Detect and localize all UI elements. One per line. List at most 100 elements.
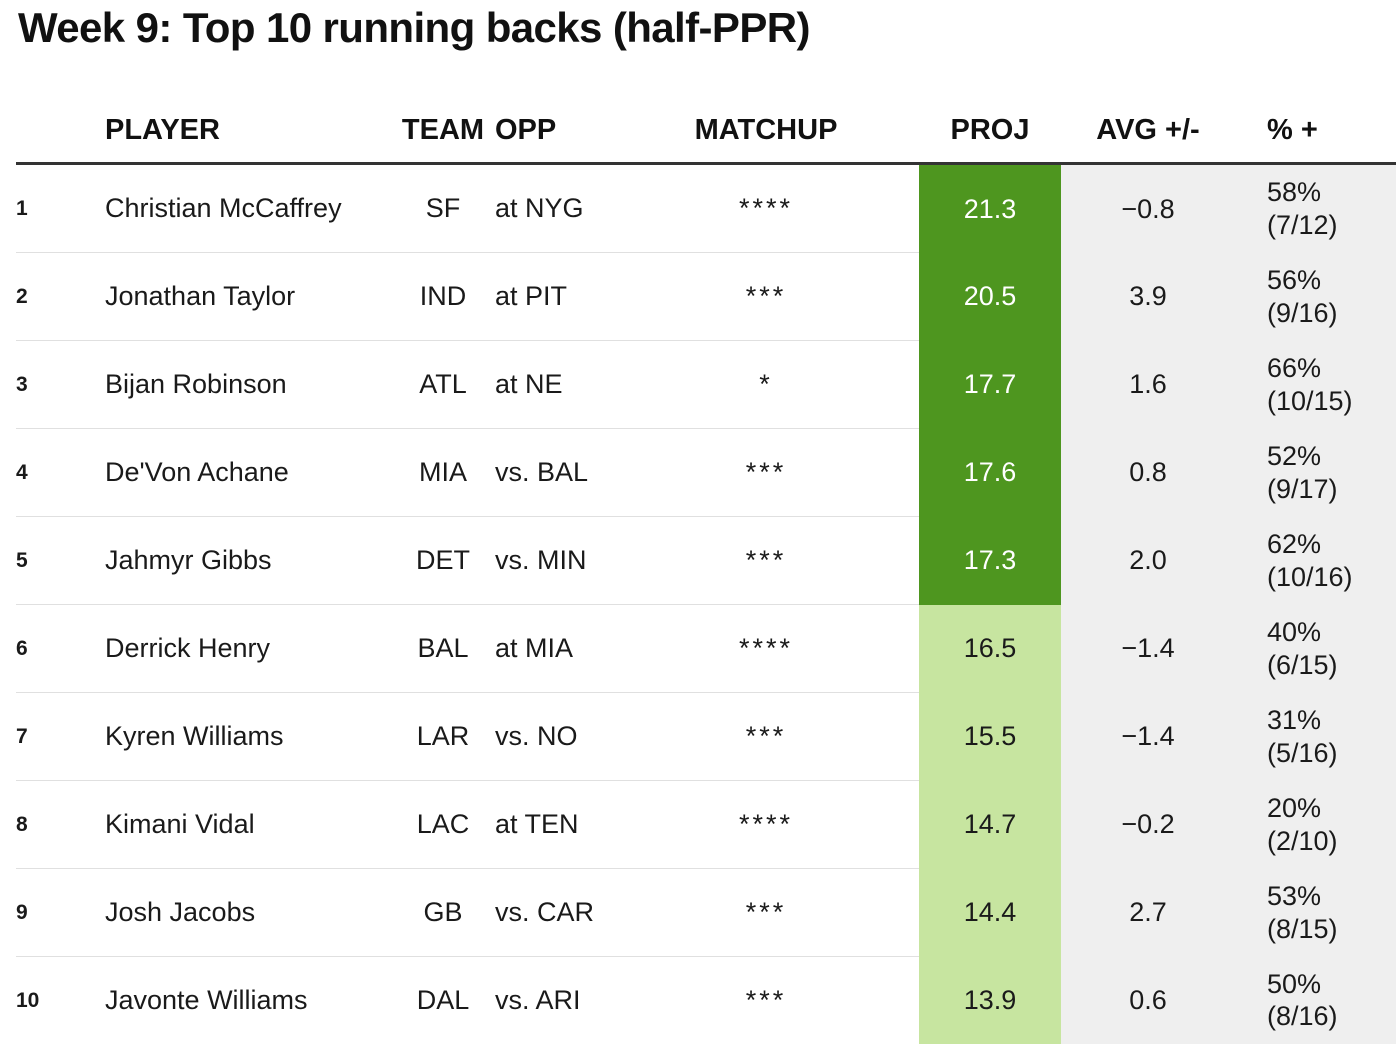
avg-diff-cell: 0.8 — [1061, 428, 1235, 517]
table-row: 9 Josh Jacobs GB vs. CAR *** 14.4 2.7 53% (8/15) — [16, 868, 1396, 957]
opponent-cell: vs. CAR — [495, 868, 653, 957]
team-cell: LAC — [391, 780, 495, 869]
pct-detail: (8/16) — [1267, 1001, 1338, 1032]
header-avg[interactable]: AVG +/- — [1061, 98, 1235, 165]
player-name: Jonathan Taylor — [105, 252, 391, 341]
matchup-rating: **** — [653, 780, 919, 869]
pct-detail: (2/10) — [1267, 825, 1338, 856]
pct-detail: (5/16) — [1267, 737, 1338, 768]
opponent-cell: at TEN — [495, 780, 653, 869]
avg-diff-cell: −0.8 — [1061, 163, 1235, 253]
pct-value: 56% — [1267, 265, 1322, 296]
pct-detail: (6/15) — [1267, 649, 1338, 680]
avg-diff-cell: 0.6 — [1061, 956, 1235, 1044]
pct-value: 50% — [1267, 968, 1322, 999]
table-row: 8 Kimani Vidal LAC at TEN **** 14.7 −0.2 20% (2/… — [16, 780, 1396, 869]
header-opp[interactable]: OPP — [495, 98, 653, 165]
team-cell: BAL — [391, 604, 495, 693]
avg-diff-cell: −0.2 — [1061, 780, 1235, 869]
team-cell: LAR — [391, 692, 495, 781]
table-row: 2 Jonathan Taylor IND at PIT *** 20.5 3.9 56% (9… — [16, 252, 1396, 341]
matchup-rating: **** — [653, 604, 919, 693]
pct-value: 66% — [1267, 353, 1322, 384]
pct-value: 52% — [1267, 441, 1322, 472]
team-cell: MIA — [391, 428, 495, 517]
projection-cell: 21.3 — [919, 163, 1061, 253]
avg-diff-cell: −1.4 — [1061, 692, 1235, 781]
matchup-rating: *** — [653, 868, 919, 957]
pct-detail: (8/15) — [1267, 913, 1338, 944]
table-row: 7 Kyren Williams LAR vs. NO *** 15.5 −1.4 31% (5… — [16, 692, 1396, 781]
player-name: Bijan Robinson — [105, 340, 391, 429]
rank-cell: 9 — [16, 868, 105, 957]
avg-diff-cell: 1.6 — [1061, 340, 1235, 429]
avg-diff-cell: −1.4 — [1061, 604, 1235, 693]
opponent-cell: at PIT — [495, 252, 653, 341]
player-name: Kimani Vidal — [105, 780, 391, 869]
rank-cell: 4 — [16, 428, 105, 517]
pct-value: 40% — [1267, 617, 1322, 648]
header-matchup[interactable]: MATCHUP — [653, 98, 919, 165]
projection-cell: 17.3 — [919, 516, 1061, 605]
pct-value: 20% — [1267, 793, 1322, 824]
team-cell: IND — [391, 252, 495, 341]
projection-cell: 14.7 — [919, 780, 1061, 869]
rank-cell: 8 — [16, 780, 105, 869]
avg-diff-cell: 3.9 — [1061, 252, 1235, 341]
pct-detail: (9/17) — [1267, 473, 1338, 504]
projection-cell: 17.7 — [919, 340, 1061, 429]
opponent-cell: vs. NO — [495, 692, 653, 781]
pct-cell: 52% (9/17) — [1235, 428, 1396, 517]
matchup-rating: **** — [653, 163, 919, 253]
rank-cell: 3 — [16, 340, 105, 429]
pct-cell: 53% (8/15) — [1235, 868, 1396, 957]
pct-cell: 31% (5/16) — [1235, 692, 1396, 781]
rank-cell: 10 — [16, 988, 40, 1012]
header-player[interactable]: PLAYER — [105, 98, 391, 165]
avg-diff-cell: 2.7 — [1061, 868, 1235, 957]
opponent-cell: at NYG — [495, 163, 653, 253]
header-row: PLAYER TEAM OPP MATCHUP PROJ AVG +/- % + — [16, 98, 1396, 165]
rank-cell: 1 — [16, 163, 105, 253]
pct-cell: 58% (7/12) — [1235, 163, 1396, 253]
matchup-rating: *** — [745, 985, 787, 1016]
opponent-cell: at NE — [495, 340, 653, 429]
table-row: 10 Javonte Williams DAL vs. ARI *** 13.9 0.6 50… — [16, 956, 1396, 1044]
projection-cell: 17.6 — [919, 428, 1061, 517]
table-row: 4 De'Von Achane MIA vs. BAL *** 17.6 0.8 52% (9/… — [16, 428, 1396, 517]
pct-cell: 20% (2/10) — [1235, 780, 1396, 869]
pct-cell: 50% (8/16) — [1235, 956, 1396, 1044]
matchup-rating: *** — [653, 252, 919, 341]
pct-value: 62% — [1267, 529, 1322, 560]
header-team[interactable]: TEAM — [391, 98, 495, 165]
pct-cell: 66% (10/15) — [1235, 340, 1396, 429]
header-proj[interactable]: PROJ — [919, 98, 1061, 165]
rank-cell: 7 — [16, 692, 105, 781]
pct-detail: (10/16) — [1267, 561, 1353, 592]
player-name: Javonte Williams — [105, 985, 308, 1016]
opponent-cell: vs. MIN — [495, 516, 653, 605]
opponent-cell: vs. ARI — [495, 985, 581, 1016]
pct-detail: (9/16) — [1267, 297, 1338, 328]
matchup-rating: *** — [653, 692, 919, 781]
rank-cell: 5 — [16, 516, 105, 605]
table-row: 3 Bijan Robinson ATL at NE * 17.7 1.6 66% (10/15… — [16, 340, 1396, 429]
projection-cell: 15.5 — [919, 692, 1061, 781]
matchup-rating: *** — [653, 428, 919, 517]
table-header: PLAYER TEAM OPP MATCHUP PROJ AVG +/- % + — [16, 98, 1396, 165]
player-name: De'Von Achane — [105, 428, 391, 517]
team-cell: ATL — [391, 340, 495, 429]
rank-cell: 2 — [16, 252, 105, 341]
table-row: 6 Derrick Henry BAL at MIA **** 16.5 −1.4 40% (6… — [16, 604, 1396, 693]
opponent-cell: vs. BAL — [495, 428, 653, 517]
pct-value: 31% — [1267, 705, 1322, 736]
opponent-cell: at MIA — [495, 604, 653, 693]
pct-cell: 40% (6/15) — [1235, 604, 1396, 693]
pct-detail: (10/15) — [1267, 385, 1353, 416]
projection-cell: 16.5 — [919, 604, 1061, 693]
player-name: Christian McCaffrey — [105, 163, 391, 253]
running-backs-table: PLAYER TEAM OPP MATCHUP PROJ AVG +/- % +… — [16, 98, 1396, 1044]
player-name: Derrick Henry — [105, 604, 391, 693]
header-pct[interactable]: % + — [1235, 98, 1396, 165]
pct-value: 58% — [1267, 177, 1322, 208]
